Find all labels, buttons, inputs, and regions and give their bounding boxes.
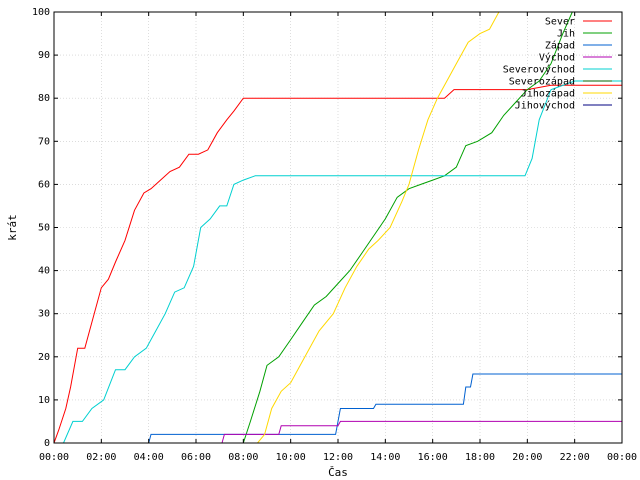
legend-label: Jihovýchod	[515, 100, 575, 112]
legend-label: Jih	[557, 29, 575, 40]
x-tick-label: 18:00	[465, 452, 495, 463]
x-tick-label: 04:00	[134, 452, 164, 463]
ticks: 0 10 20 30 40 50 60 70 80 90 100 00:00 02:00 04:00 06:…	[32, 7, 637, 463]
y-tick-label: 80	[38, 93, 50, 104]
x-tick-label: 00:00	[39, 452, 69, 463]
y-tick-label: 100	[32, 7, 50, 18]
y-tick-label: 70	[38, 136, 50, 147]
legend-label: Severovýchod	[503, 64, 575, 76]
y-tick-label: 10	[38, 395, 50, 406]
x-tick-label: 20:00	[512, 452, 542, 463]
legend-label: Jihozápad	[521, 88, 575, 100]
y-tick-label: 30	[38, 309, 50, 320]
x-tick-label: 16:00	[418, 452, 448, 463]
x-tick-label: 08:00	[228, 452, 258, 463]
x-tick-label: 12:00	[323, 452, 353, 463]
series-line-jih	[54, 12, 622, 443]
x-tick-label: 00:00	[607, 452, 637, 463]
series-lines	[54, 12, 622, 443]
x-axis-label: Čas	[328, 466, 348, 479]
series-line-jihozápad	[54, 12, 622, 443]
legend-label: Severozápad	[509, 76, 575, 88]
x-tick-label: 14:00	[370, 452, 400, 463]
x-tick-label: 10:00	[276, 452, 306, 463]
y-tick-label: 90	[38, 50, 50, 61]
y-tick-label: 0	[44, 438, 50, 449]
series-line-západ	[54, 373, 622, 443]
x-tick-label: 02:00	[86, 452, 116, 463]
y-axis-label: krát	[6, 214, 19, 241]
legend-label: Východ	[539, 52, 575, 64]
y-tick-label: 40	[38, 266, 50, 277]
legend-label: Západ	[545, 40, 575, 52]
y-tick-label: 20	[38, 352, 50, 363]
x-tick-label: 06:00	[181, 452, 211, 463]
y-tick-label: 60	[38, 179, 50, 190]
x-tick-label: 22:00	[560, 452, 590, 463]
y-tick-label: 50	[38, 223, 50, 234]
series-line-sever	[54, 84, 622, 443]
legend: SeverJihZápadVýchodSeverovýchodSeverozáp…	[503, 17, 612, 112]
series-line-severovýchod	[54, 80, 622, 443]
legend-label: Sever	[545, 17, 575, 28]
series-line-východ	[54, 420, 622, 443]
